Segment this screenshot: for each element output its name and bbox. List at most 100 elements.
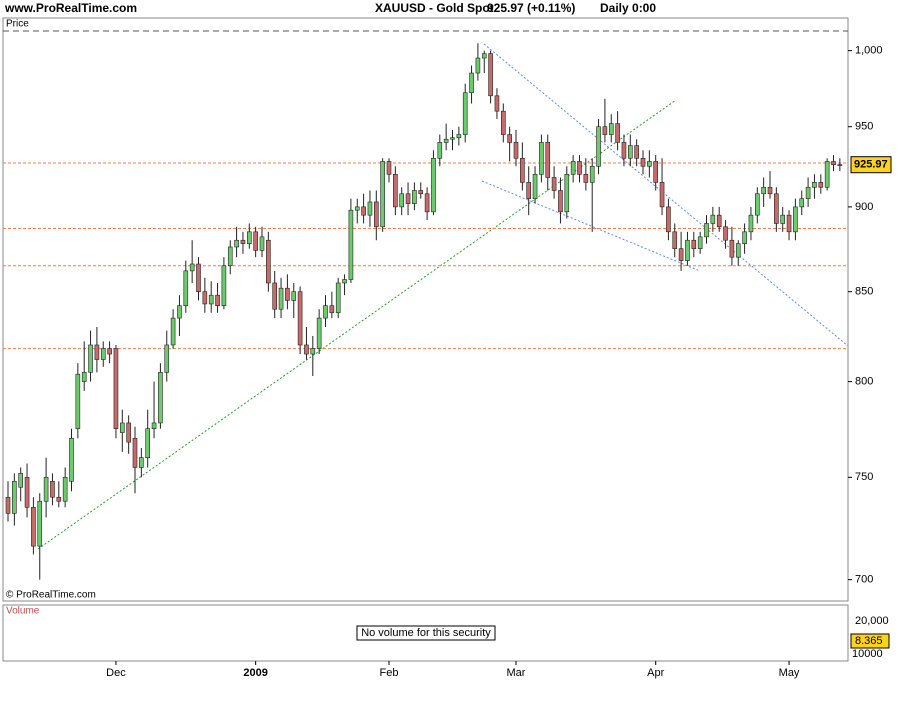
candle-body: [88, 344, 93, 373]
candle-body: [247, 231, 252, 244]
candle-body: [323, 305, 328, 319]
candle-body: [475, 57, 481, 74]
candle-body: [507, 134, 512, 143]
volume-marker-box: [850, 633, 890, 649]
candle-body: [373, 201, 379, 228]
candle-body: [183, 270, 189, 307]
candle-body: [272, 282, 278, 310]
candle-body: [443, 138, 449, 143]
candle-body: [634, 145, 639, 159]
candle-body: [354, 206, 360, 211]
candle-body: [659, 182, 665, 208]
x-tick-label: Dec: [106, 667, 126, 679]
candle-body: [431, 157, 436, 213]
candle-body: [691, 239, 697, 249]
candle-body: [202, 291, 208, 305]
candle-body: [367, 201, 373, 216]
candle-body: [742, 231, 747, 244]
candle-body: [577, 161, 582, 175]
candle-body: [462, 92, 468, 135]
candle-body: [24, 477, 30, 508]
candle-body: [259, 236, 265, 251]
volume-pane: [2, 604, 849, 662]
y-tick-label: 800: [855, 376, 873, 388]
candle-body: [132, 437, 138, 468]
site-name: www.ProRealTime.com: [4, 1, 137, 15]
candle-body: [215, 294, 220, 307]
x-tick-label: Apr: [647, 667, 664, 679]
candle-body: [735, 243, 741, 258]
period: Daily 0:00: [600, 1, 656, 15]
candle-body: [342, 279, 347, 284]
candle-body: [551, 177, 557, 191]
candle-body: [780, 214, 786, 224]
candle-body: [608, 123, 614, 135]
candle-body: [513, 142, 519, 159]
candle-body: [56, 496, 62, 502]
candle-body: [824, 161, 830, 188]
candle-body: [793, 206, 798, 233]
message-box: [356, 625, 496, 641]
pane-label: Price: [6, 19, 29, 30]
y-tick-label: 900: [855, 201, 873, 213]
candle-body: [196, 263, 201, 292]
candle-body: [831, 161, 836, 165]
candle-body: [481, 53, 487, 59]
candle-body: [812, 182, 817, 188]
y-tick-label: 950: [855, 121, 873, 133]
candle-body: [799, 198, 805, 208]
candle-body: [329, 305, 335, 314]
candle-body: [716, 214, 722, 228]
candle-body: [393, 173, 398, 208]
candle-body: [43, 477, 49, 502]
candle-body: [291, 291, 297, 301]
candle-body: [520, 157, 525, 183]
channel-line: [483, 43, 849, 347]
candle-body: [227, 246, 233, 267]
candle-body: [18, 473, 24, 488]
candle-body: [666, 206, 671, 233]
candle-body: [678, 248, 684, 261]
candle-body: [653, 161, 659, 183]
last-price-box: [850, 156, 892, 174]
candle-body: [139, 457, 144, 468]
candle-body: [570, 161, 576, 175]
candle-body: [748, 214, 754, 233]
chart-title: XAUUSD - Gold Spot: [375, 1, 494, 15]
candle-body: [837, 164, 843, 166]
candle-body: [469, 72, 474, 94]
candle-body: [532, 173, 538, 199]
quote: 925.97 (+0.11%): [487, 1, 575, 15]
volume-message: No volume for this security: [361, 627, 491, 639]
x-tick-label: Feb: [380, 667, 399, 679]
candle-body: [729, 239, 735, 258]
candle-body: [564, 173, 570, 213]
candle-body: [399, 193, 405, 208]
candle-body: [240, 239, 246, 244]
x-tick-label: 2009: [243, 667, 267, 679]
candle-body: [494, 95, 500, 112]
volume-marker: 8.365: [855, 635, 883, 647]
y-tick-label: 850: [855, 286, 873, 298]
volume-label: Volume: [6, 606, 40, 617]
candle-body: [621, 142, 627, 159]
candle-body: [221, 265, 227, 307]
candle-body: [761, 186, 766, 195]
candle-body: [5, 496, 11, 514]
candle-body: [685, 239, 690, 261]
candle-body: [805, 186, 811, 199]
candle-body: [361, 206, 366, 216]
candle-body: [285, 287, 290, 301]
candle-body: [50, 480, 55, 498]
volume-tick-label: 20,000: [855, 615, 889, 627]
candle-body: [754, 193, 760, 216]
candle-body: [412, 190, 417, 204]
candle-body: [189, 263, 195, 272]
candle-body: [539, 142, 544, 175]
candle-body: [786, 214, 792, 233]
candle-body: [113, 348, 119, 429]
candle-body: [589, 165, 595, 183]
candle-body: [647, 161, 652, 167]
candle-body: [583, 173, 589, 183]
